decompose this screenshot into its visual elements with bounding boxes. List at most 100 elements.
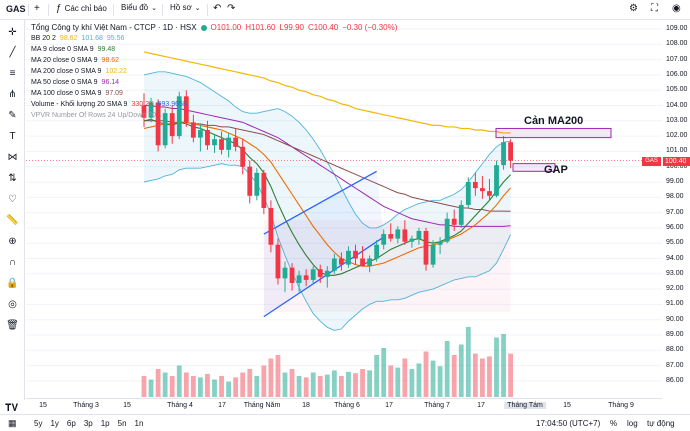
tv-logo-icon: 𝐓𝐕: [5, 403, 19, 414]
magnet-tool[interactable]: ∩: [5, 256, 20, 270]
magnet-icon: ∩: [8, 257, 17, 268]
indicator-value: 693.965K: [157, 101, 188, 108]
range-6m[interactable]: 6p: [66, 419, 76, 428]
price-axis-tick: 97.00: [666, 208, 684, 216]
volume-bar: [339, 376, 344, 397]
price-axis-tick: 96.00: [666, 223, 684, 231]
layout-button[interactable]: Biểu đồ ⌄: [121, 3, 157, 12]
percent-toggle[interactable]: %: [610, 419, 618, 428]
legend-change: −0.30 (−0.30%): [342, 23, 398, 32]
redo-button[interactable]: ↷: [227, 3, 235, 14]
volume-bar: [374, 355, 380, 397]
log-toggle[interactable]: log: [627, 419, 638, 428]
time-axis-label: Tháng 6: [334, 402, 360, 409]
prediction-tool[interactable]: ⇅: [5, 172, 20, 186]
icon-tool[interactable]: ♡: [5, 193, 20, 207]
crosshair-tool[interactable]: ✛: [5, 26, 20, 40]
undo-button[interactable]: ↶: [213, 3, 221, 14]
toolbar-divider: [207, 4, 208, 16]
pitchfork-icon: ⋔: [8, 89, 17, 100]
range-5y[interactable]: 5y: [34, 419, 43, 428]
volume-bar: [444, 341, 450, 397]
price-axis-tick: 108.00: [666, 40, 688, 48]
legend-indicator-row[interactable]: Volume - Khối lượng 20 SMA 9 330.2K 693.…: [31, 100, 397, 109]
volume-bar: [240, 372, 246, 397]
legend-indicator-row[interactable]: MA 9 close 0 SMA 9 99.48: [31, 45, 397, 54]
trendline-tool[interactable]: ╱: [5, 46, 20, 60]
price-chart[interactable]: [26, 21, 662, 397]
chart-legend: Tổng Công ty khí Việt Nam - CTCP · 1D · …: [31, 23, 397, 120]
clock-display[interactable]: 17:04:50 (UTC+7): [536, 419, 601, 428]
horizontal-line-tool[interactable]: ≡: [5, 67, 20, 81]
volume-bar: [282, 372, 288, 397]
price-axis[interactable]: 109.00 108.00 107.00 106.00 105.00 104.00 103.…: [662, 21, 690, 401]
legend-indicator-row[interactable]: MA 200 close 0 SMA 9 102.22: [31, 67, 397, 76]
settings-button[interactable]: ⚙: [629, 3, 638, 14]
range-3m[interactable]: 3p: [83, 419, 93, 428]
volume-bar: [303, 377, 309, 397]
calendar-icon[interactable]: ▦: [8, 418, 17, 428]
price-axis-tick: 103.00: [666, 116, 688, 124]
pattern-tool[interactable]: ⋈: [5, 151, 20, 165]
range-1y[interactable]: 1y: [50, 419, 59, 428]
brush-tool[interactable]: ✎: [5, 109, 20, 123]
candle-body: [508, 142, 513, 161]
hide-tool[interactable]: ◎: [5, 298, 20, 312]
volume-bar: [430, 360, 436, 397]
candle-body: [162, 113, 168, 146]
text-tool[interactable]: T: [5, 130, 20, 144]
time-axis-label: Tháng 4: [167, 402, 193, 409]
fullscreen-button[interactable]: ⛶: [651, 3, 658, 14]
legend-high: H101.60: [245, 23, 276, 32]
legend-indicator-row[interactable]: VPVR Number Of Rows 24 Up/Down 70: [31, 111, 397, 120]
volume-bar: [169, 376, 175, 397]
auto-scale-toggle[interactable]: tự động: [647, 419, 675, 428]
price-axis-tick: 98.00: [666, 193, 684, 201]
indicators-button[interactable]: ƒ Các chỉ báo: [56, 3, 107, 14]
volume-profile-area: [263, 220, 511, 313]
range-1d[interactable]: 1n: [134, 419, 144, 428]
price-axis-tick: 90.00: [666, 315, 684, 323]
indicator-label: Volume - Khối lượng 20 SMA 9: [31, 101, 128, 108]
pitchfork-tool[interactable]: ⋔: [5, 88, 20, 102]
indicator-value: 99.48: [97, 46, 116, 53]
time-axis[interactable]: 15 Tháng 3 15 Tháng 4 17 Tháng Năm 18 Tháng 6 17…: [26, 398, 662, 412]
candle-body: [148, 102, 154, 118]
delete-tool[interactable]: 🗑: [5, 319, 20, 333]
text-icon: T: [9, 131, 16, 142]
gap-annotation[interactable]: GAP: [544, 164, 568, 176]
zoom-tool[interactable]: ⊕: [5, 235, 20, 249]
legend-indicator-row[interactable]: MA 20 close 0 SMA 9 98.62: [31, 56, 397, 65]
legend-indicator-row[interactable]: MA 50 close 0 SMA 9 96.14: [31, 78, 397, 87]
range-5d[interactable]: 5n: [117, 419, 127, 428]
volume-bar: [487, 356, 492, 397]
profile-label: Hồ sơ: [170, 3, 192, 12]
candle-body: [303, 275, 309, 280]
indicator-label: VPVR Number Of Rows 24 Up/Down 70: [31, 112, 156, 119]
ruler-tool[interactable]: 📏: [5, 214, 20, 228]
legend-indicator-row[interactable]: MA 100 close 0 SMA 9 97.09: [31, 89, 397, 98]
volume-bar: [501, 334, 506, 397]
indicator-value: 102.22: [105, 68, 127, 75]
candle-body: [346, 250, 351, 265]
price-tag-symbol: GAS: [642, 157, 661, 166]
volume-bar: [465, 327, 471, 397]
lock-tool[interactable]: 🔒: [5, 277, 20, 291]
volume-bar: [155, 369, 161, 397]
gear-icon: ⚙: [629, 3, 638, 14]
candle-body: [289, 267, 295, 283]
chart-pane[interactable]: [26, 21, 662, 397]
range-1m[interactable]: 1p: [100, 419, 110, 428]
resistance-annotation[interactable]: Cản MA200: [524, 115, 584, 127]
candle-body: [409, 238, 415, 242]
lines-icon: ≡: [9, 68, 16, 79]
prediction-icon: ⇅: [8, 173, 17, 184]
profile-button[interactable]: Hồ sơ ⌄: [170, 3, 201, 12]
symbol-search-button[interactable]: GAS: [6, 4, 26, 14]
candle-body: [388, 234, 394, 239]
screenshot-button[interactable]: ◉: [672, 3, 681, 14]
legend-indicator-row[interactable]: BB 20 2 98.62 101.68 95.56: [31, 34, 397, 43]
add-symbol-button[interactable]: +: [34, 3, 40, 14]
volume-bar: [508, 353, 513, 397]
candle-body: [226, 137, 231, 150]
